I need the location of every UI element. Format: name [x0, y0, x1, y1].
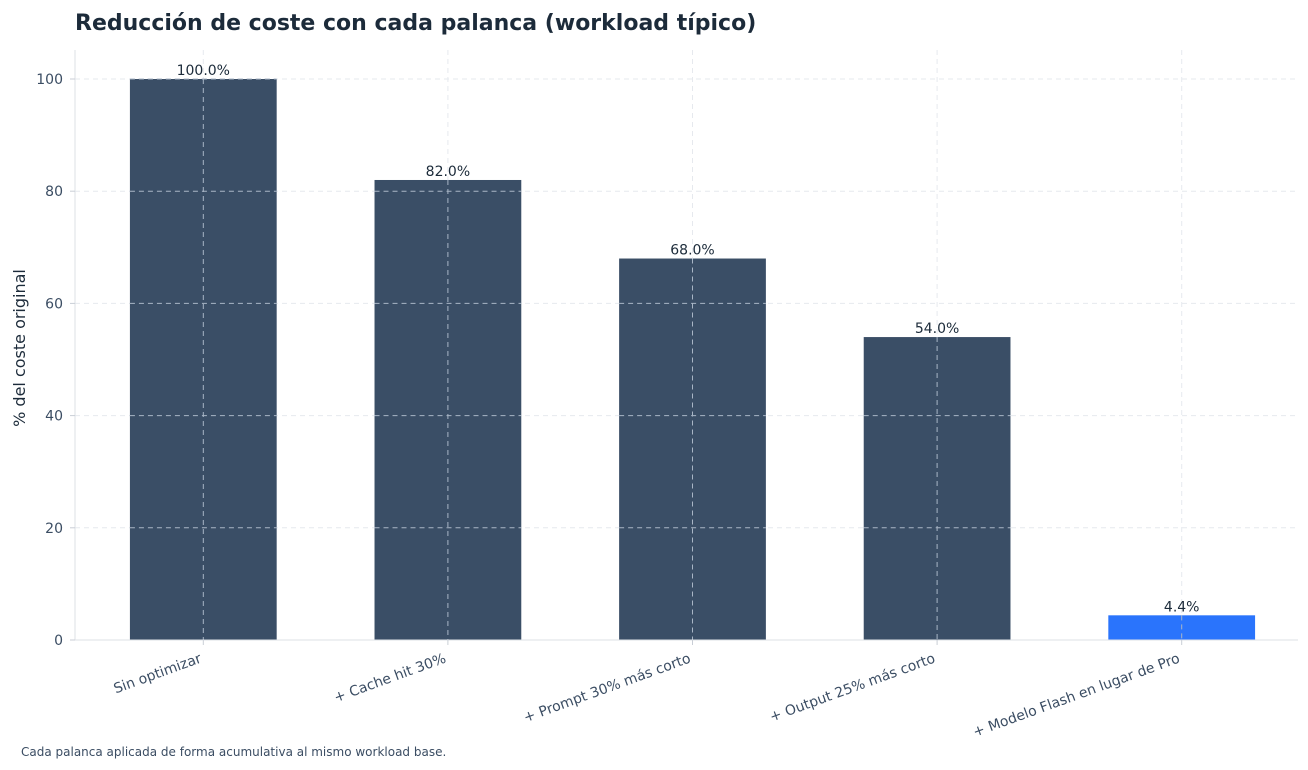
y-tick-label: 80 [45, 184, 63, 200]
y-tick-label: 60 [45, 296, 63, 312]
x-tick-label: + Modelo Flash en lugar de Pro [971, 651, 1182, 741]
y-tick-label: 40 [45, 409, 63, 425]
x-ticks: Sin optimizar + Cache hit 30% + Prompt 30%… [112, 640, 1183, 741]
axes [74, 50, 1298, 641]
y-tick-label: 100 [36, 72, 63, 88]
data-label: 68.0% [670, 243, 714, 259]
grid [75, 50, 1298, 640]
x-tick-label: Sin optimizar [112, 651, 204, 698]
data-label: 54.0% [915, 321, 959, 337]
data-label: 4.4% [1164, 599, 1200, 615]
data-labels: 100.0% 82.0% 68.0% 54.0% 4.4% [177, 63, 1200, 615]
data-label: 82.0% [426, 164, 470, 180]
x-tick-label: + Output 25% más corto [768, 651, 938, 726]
y-ticks: 0 20 40 60 80 100 [36, 72, 75, 649]
y-tick-label: 0 [54, 633, 63, 649]
footnote: Cada palanca aplicada de forma acumulati… [21, 745, 447, 759]
y-axis-label: % del coste original [10, 269, 29, 427]
y-tick-label: 20 [45, 521, 63, 537]
x-tick-label: + Prompt 30% más corto [522, 651, 693, 726]
vertical-grid [129, 78, 1183, 640]
x-tick-label: + Cache hit 30% [332, 651, 448, 706]
data-label: 100.0% [177, 63, 230, 79]
chart-title: Reducción de coste con cada palanca (wor… [75, 11, 756, 36]
